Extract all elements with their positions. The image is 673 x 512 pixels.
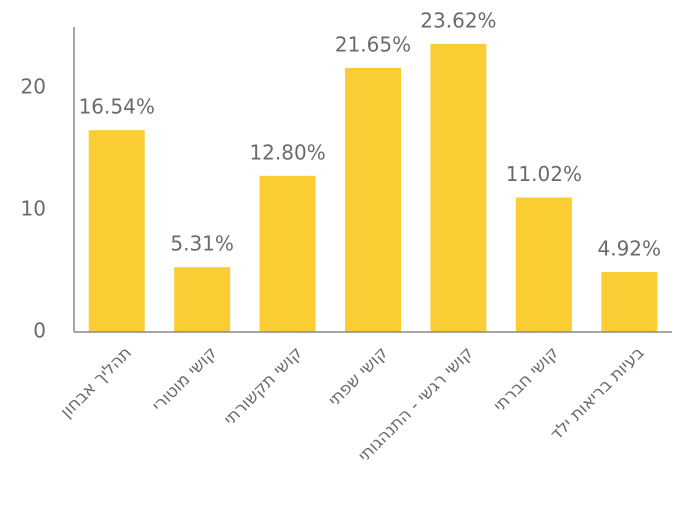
value-label: 4.92% [598,236,662,260]
value-label: 16.54% [79,95,155,119]
y-tick-label: 20 [21,75,46,99]
y-tick-label: 0 [33,319,46,343]
bar [174,267,231,332]
value-label: 5.31% [170,232,234,256]
bar [88,130,145,332]
x-tick-label: קושי שפתי [324,343,392,411]
value-label: 11.02% [506,162,582,186]
value-label: 23.62% [420,8,496,32]
value-label: 21.65% [335,32,411,56]
bar [345,67,401,333]
x-tick-label: קושי תקשורתי [220,343,307,430]
x-tick-label: קושי חברתי [490,343,563,416]
bar [601,271,658,332]
bar [430,43,487,332]
x-tick-label: קושי מוטורי [148,343,221,416]
x-tick-label: תהליך אבחון [57,343,136,422]
bar [259,175,316,332]
y-tick-label: 10 [21,197,46,221]
bar [515,197,572,332]
value-label: 12.80% [249,140,325,164]
